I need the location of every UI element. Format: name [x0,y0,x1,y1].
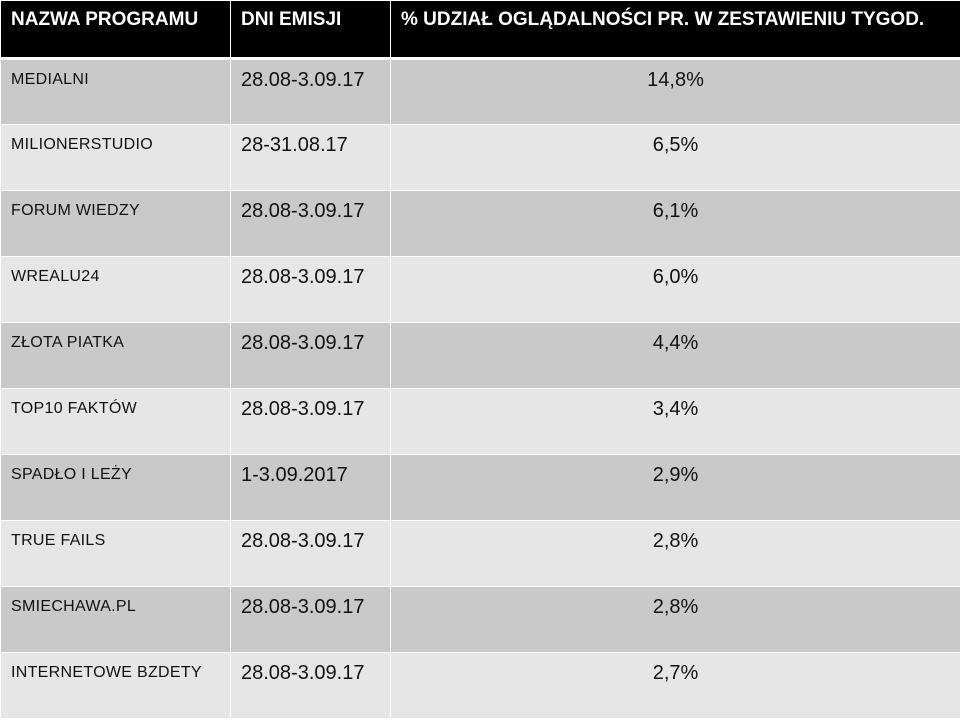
viewership-share-cell: 4,4% [390,322,960,389]
table-row: MILIONERSTUDIO 28-31.08.17 6,5% [0,124,960,191]
viewership-share-cell: 2,9% [390,454,960,521]
table-row: SPADŁO I LEŻY 1-3.09.2017 2,9% [0,454,960,521]
broadcast-days-cell: 28.08-3.09.17 [230,586,391,653]
viewership-share-cell: 2,8% [390,520,960,587]
viewership-share-cell: 6,5% [390,124,960,191]
broadcast-days-cell: 28.08-3.09.17 [230,190,391,257]
viewership-share-cell: 2,8% [390,586,960,653]
header-program-name: NAZWA PROGRAMU [0,0,231,60]
table-row: WREALU24 28.08-3.09.17 6,0% [0,256,960,323]
header-viewership-share: % UDZIAŁ OGLĄDALNOŚCI PR. W ZESTAWIENIU … [390,0,960,60]
broadcast-days-cell: 28.08-3.09.17 [230,322,391,389]
table-row: MEDIALNI 28.08-3.09.17 14,8% [0,58,960,125]
viewership-share-cell: 14,8% [390,58,960,125]
program-name-cell: MEDIALNI [0,58,231,125]
header-row: NAZWA PROGRAMU DNI EMISJI % UDZIAŁ OGLĄD… [0,0,960,60]
table-row: SMIECHAWA.PL 28.08-3.09.17 2,8% [0,586,960,653]
table-row: ZŁOTA PIATKA 28.08-3.09.17 4,4% [0,322,960,389]
header-broadcast-days: DNI EMISJI [230,0,391,60]
table-row: INTERNETOWE BZDETY 28.08-3.09.17 2,7% [0,652,960,719]
program-name-cell: TOP10 FAKTÓW [0,388,231,455]
viewership-share-cell: 2,7% [390,652,960,719]
broadcast-days-cell: 28-31.08.17 [230,124,391,191]
broadcast-days-cell: 28.08-3.09.17 [230,256,391,323]
program-name-cell: FORUM WIEDZY [0,190,231,257]
broadcast-days-cell: 28.08-3.09.17 [230,652,391,719]
table-row: FORUM WIEDZY 28.08-3.09.17 6,1% [0,190,960,257]
broadcast-days-cell: 28.08-3.09.17 [230,388,391,455]
program-name-cell: TRUE FAILS [0,520,231,587]
viewership-share-cell: 6,1% [390,190,960,257]
broadcast-days-cell: 28.08-3.09.17 [230,520,391,587]
program-name-cell: MILIONERSTUDIO [0,124,231,191]
program-name-cell: SPADŁO I LEŻY [0,454,231,521]
broadcast-days-cell: 28.08-3.09.17 [230,58,391,125]
program-name-cell: SMIECHAWA.PL [0,586,231,653]
program-name-cell: ZŁOTA PIATKA [0,322,231,389]
viewership-share-cell: 3,4% [390,388,960,455]
table-row: TOP10 FAKTÓW 28.08-3.09.17 3,4% [0,388,960,455]
viewership-share-cell: 6,0% [390,256,960,323]
table-row: TRUE FAILS 28.08-3.09.17 2,8% [0,520,960,587]
broadcast-days-cell: 1-3.09.2017 [230,454,391,521]
program-name-cell: WREALU24 [0,256,231,323]
program-name-cell: INTERNETOWE BZDETY [0,652,231,719]
